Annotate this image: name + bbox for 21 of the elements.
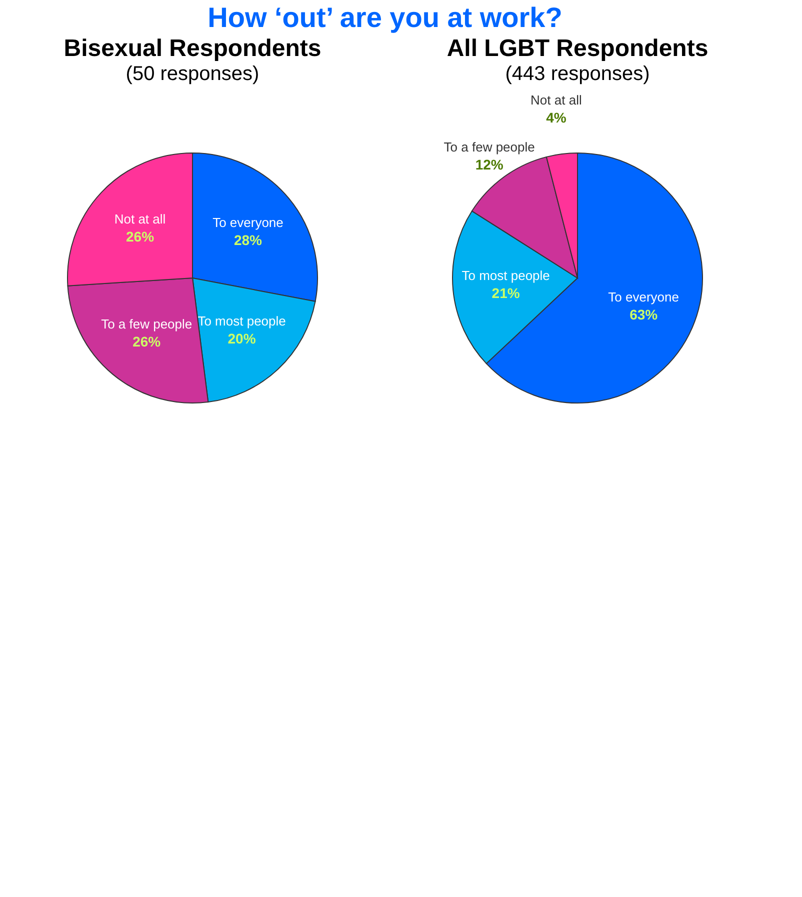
chart-subtitle: (50 responses) <box>126 63 260 85</box>
text: How ‘out’ are you at work? <box>208 2 562 33</box>
data-label: 12% <box>475 156 504 173</box>
slice-label: Not at all <box>114 212 166 227</box>
data-label: 26% <box>126 228 155 245</box>
data-label: 4% <box>546 109 567 126</box>
slice-label: To a few people <box>101 316 192 332</box>
slice-label: Not at all <box>530 92 582 108</box>
slice-label: To everyone <box>608 290 679 305</box>
data-label: 20% <box>228 330 256 346</box>
data-label: 63% <box>630 306 658 323</box>
chart-subtitle: (443 responses) <box>505 63 650 85</box>
slice-label: To a few people <box>444 140 535 155</box>
chart-title: All LGBT Respondents <box>446 35 708 62</box>
slice-label: To most people <box>198 313 286 328</box>
slice-label: To everyone <box>212 215 284 230</box>
data-label: 28% <box>234 232 263 248</box>
slice-label: To most people <box>462 268 550 283</box>
data-label: 26% <box>132 333 162 350</box>
data-label: 21% <box>492 284 520 301</box>
chart-title: Bisexual Respondents <box>64 35 322 62</box>
